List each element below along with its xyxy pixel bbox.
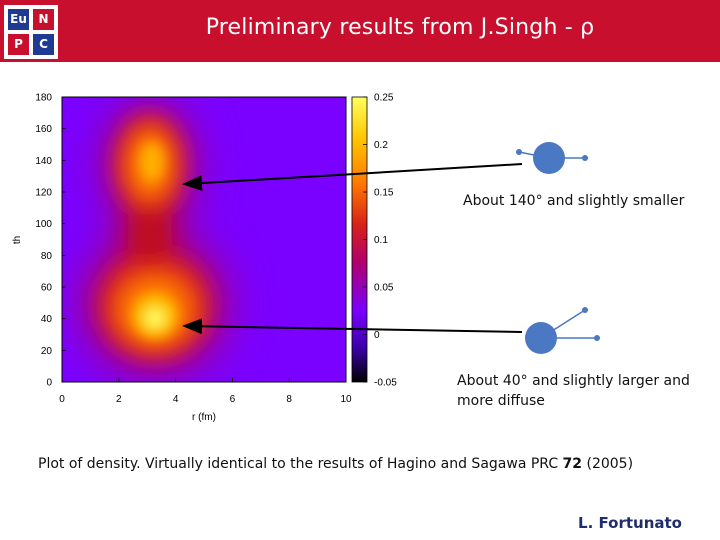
y-tick-label: 20 [41, 346, 53, 357]
arrow-40 [182, 318, 523, 335]
arrow-140 [182, 163, 523, 192]
x-tick-label: 0 [59, 394, 65, 405]
colorbar-tick-label: 0.2 [374, 140, 388, 151]
x-axis-label: r (fm) [192, 412, 216, 423]
molecule-40 [525, 307, 600, 354]
y-tick-label: 140 [35, 156, 52, 167]
caption-volume: 72 [562, 456, 583, 472]
header-bar: Eu N P C Preliminary results from J.Sing… [0, 0, 720, 62]
logo-cell-2: N [33, 9, 54, 30]
slide-title: Preliminary results from J.Singh - ρ [205, 15, 595, 40]
molecule-140 [516, 142, 588, 174]
caption-text-1: Plot of density. Virtually identical to … [38, 456, 563, 472]
y-tick-label: 80 [41, 251, 53, 262]
author-name: L. Fortunato [578, 514, 682, 532]
annotation-40: About 40° and slightly larger and more d… [457, 373, 690, 409]
colorbar-tick-label: 0.1 [374, 235, 388, 246]
colorbar-tick-label: -0.05 [374, 378, 397, 389]
caption-text-2: (2005) [582, 456, 634, 472]
logo-cell-1: Eu [8, 9, 29, 30]
y-tick-label: 0 [46, 378, 52, 389]
y-axis-label: th [12, 236, 23, 244]
x-tick-label: 6 [230, 394, 236, 405]
eunpc-logo: Eu N P C [4, 5, 58, 59]
logo-cell-4: C [33, 34, 54, 55]
heatmap-area [62, 97, 346, 382]
x-tick-label: 10 [340, 394, 352, 405]
y-tick-label: 60 [41, 283, 53, 294]
caption: Plot of density. Virtually identical to … [38, 456, 633, 472]
colorbar-tick-label: 0.05 [374, 283, 394, 294]
y-tick-label: 120 [35, 188, 52, 199]
y-tick-label: 100 [35, 219, 52, 230]
y-tick-label: 180 [35, 93, 52, 104]
x-axis-ticks: 0 2 4 6 8 10 [59, 378, 352, 405]
x-tick-label: 4 [173, 394, 179, 405]
colorbar-tick-label: 0.15 [374, 188, 394, 199]
x-tick-label: 2 [116, 394, 122, 405]
y-axis-ticks: 0 20 40 60 80 100 120 140 160 180 [35, 93, 66, 389]
y-tick-label: 160 [35, 124, 52, 135]
colorbar-tick-label: 0.25 [374, 93, 394, 104]
x-tick-label: 8 [286, 394, 292, 405]
y-tick-label: 40 [41, 314, 53, 325]
colorbar-ticks: -0.05 0 0.05 0.1 0.15 0.2 0.25 [363, 93, 397, 389]
annotation-140: About 140° and slightly smaller [463, 193, 685, 209]
colorbar-tick-label: 0 [374, 330, 380, 341]
logo-cell-3: P [8, 34, 29, 55]
